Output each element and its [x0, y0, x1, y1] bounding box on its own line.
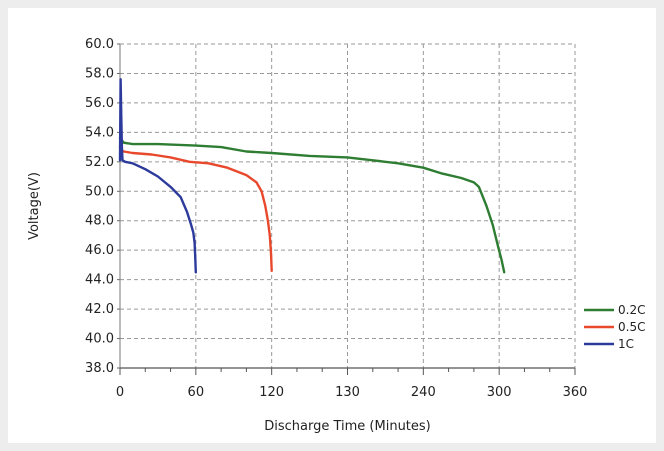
y-tick-label: 50.0 [85, 184, 114, 199]
series-line-1c [118, 78, 198, 274]
y-tick-label: 52.0 [85, 155, 114, 170]
y-tick-label: 48.0 [85, 214, 114, 229]
y-axis-title: Voltage(V) [27, 172, 42, 240]
y-tick-label: 38.0 [85, 361, 114, 376]
series-lines [118, 78, 506, 274]
y-tick-label: 44.0 [85, 273, 114, 288]
x-axis-title: Discharge Time (Minutes) [264, 419, 431, 434]
y-tick-label: 42.0 [85, 302, 114, 317]
x-tick-label: 0 [116, 385, 124, 400]
axes: 38.0 40.0 42.0 44.0 46.0 48.0 50.0 52.0 54.0 56.0… [85, 37, 587, 400]
y-tick-label: 46.0 [85, 243, 114, 258]
legend-label: 0.5C [618, 320, 645, 334]
y-tick-label: 40.0 [85, 332, 114, 347]
x-tick-label: 240 [411, 385, 436, 400]
y-tick-label: 58.0 [85, 66, 114, 81]
y-tick-label: 54.0 [85, 125, 114, 140]
chart-frame: 38.0 40.0 42.0 44.0 46.0 48.0 50.0 52.0 54.0 56.0… [8, 8, 656, 443]
x-tick-label: 300 [487, 385, 512, 400]
x-tick-label: 360 [563, 385, 588, 400]
x-tick-label: 120 [259, 385, 284, 400]
discharge-chart: 38.0 40.0 42.0 44.0 46.0 48.0 50.0 52.0 54.0 56.0… [27, 37, 645, 434]
y-tick-label: 56.0 [85, 96, 114, 111]
legend-label: 1C [618, 337, 634, 351]
legend-label: 0.2C [618, 303, 645, 317]
grid [120, 43, 576, 368]
series-line-0.5c [118, 145, 273, 272]
x-tick-label: 60 [188, 385, 205, 400]
legend: 0.2C 0.5C 1C [584, 303, 645, 351]
series-line-0.2c [118, 137, 506, 274]
x-tick-label: 130 [335, 385, 360, 400]
y-tick-label: 60.0 [85, 37, 114, 52]
